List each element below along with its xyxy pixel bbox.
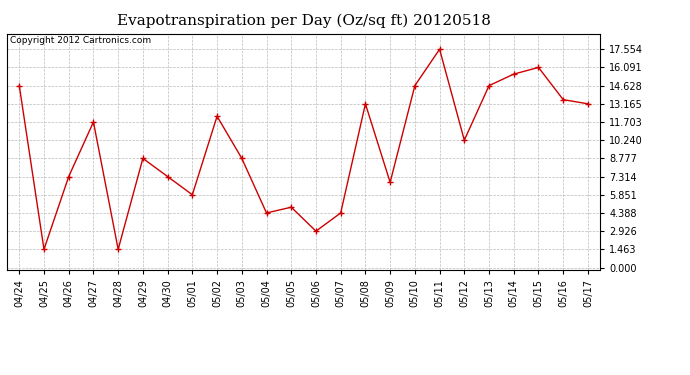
Text: Evapotranspiration per Day (Oz/sq ft) 20120518: Evapotranspiration per Day (Oz/sq ft) 20… — [117, 13, 491, 27]
Text: Copyright 2012 Cartronics.com: Copyright 2012 Cartronics.com — [10, 36, 151, 45]
